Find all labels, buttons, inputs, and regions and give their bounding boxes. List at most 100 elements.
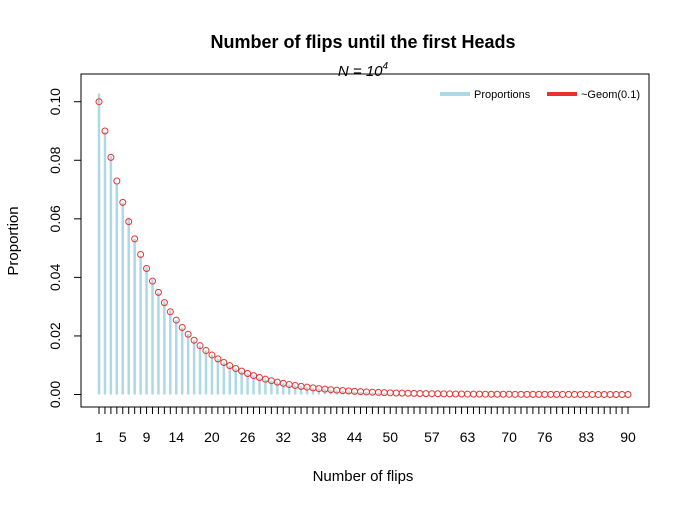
geom-point (452, 390, 460, 398)
geom-point (95, 98, 103, 106)
geom-point (386, 389, 394, 397)
geom-point (125, 218, 133, 226)
y-tick-label: 0.10 (47, 88, 63, 115)
x-tick-label: 5 (119, 429, 127, 445)
geom-point (565, 390, 573, 398)
geom-point (511, 390, 519, 398)
geom-point (535, 390, 543, 398)
geom-point (481, 390, 489, 398)
x-tick-label: 32 (275, 429, 291, 445)
x-tick-label: 50 (382, 429, 398, 445)
geom-point (226, 362, 234, 370)
proportion-bars (97, 93, 392, 395)
geom-point (475, 390, 483, 398)
geom-point (380, 389, 388, 397)
geom-point (416, 390, 424, 398)
geom-point (232, 365, 240, 373)
y-tick-label: 0.00 (47, 381, 63, 408)
geom-point (137, 250, 145, 258)
legend: Proportions ~Geom(0.1) (440, 89, 640, 101)
geom-point (196, 342, 204, 350)
geom-point (434, 390, 442, 398)
x-tick-label: 20 (204, 429, 220, 445)
geom-point (553, 390, 561, 398)
geom-point (487, 390, 495, 398)
geom-point (606, 390, 614, 398)
geom-point (499, 390, 507, 398)
geom-point (458, 390, 466, 398)
x-tick-label: 9 (143, 429, 151, 445)
geom-point (600, 390, 608, 398)
geom-point (505, 390, 513, 398)
x-tick-label: 90 (620, 429, 636, 445)
geom-point (160, 299, 168, 307)
plot-area (80, 73, 650, 408)
geom-point (529, 390, 537, 398)
y-axis: 0.00 0.02 0.04 0.06 0.08 0.10 (47, 88, 82, 408)
x-tick-label: 38 (311, 429, 327, 445)
geom-points (95, 98, 632, 398)
chart-subtitle: N = 104 (338, 61, 389, 80)
geom-point (440, 390, 448, 398)
subtitle-exponent: 4 (383, 61, 389, 72)
geom-point (422, 390, 430, 398)
x-axis: 1 5 9 14 20 26 32 38 44 50 57 63 70 76 83 90 (95, 406, 636, 445)
geom-point (493, 390, 501, 398)
geom-point (208, 351, 216, 359)
geom-point (464, 390, 472, 398)
geom-point (523, 390, 531, 398)
geom-point (220, 358, 228, 366)
geom-point (107, 153, 115, 161)
legend-proportions-label: Proportions (474, 89, 531, 101)
y-tick-label: 0.06 (47, 205, 63, 232)
geom-point (113, 177, 121, 185)
geom-point (131, 235, 139, 243)
y-axis-title: Proportion (5, 206, 22, 275)
y-tick-label: 0.08 (47, 146, 63, 173)
geom-point (446, 390, 454, 398)
geom-point (612, 390, 620, 398)
chart-title: Number of flips until the first Heads (210, 32, 515, 52)
x-tick-label: 70 (501, 429, 517, 445)
geom-point (238, 367, 246, 375)
geom-point (571, 390, 579, 398)
y-tick-label: 0.04 (47, 264, 63, 291)
geom-point (576, 390, 584, 398)
x-tick-label: 14 (168, 429, 184, 445)
x-tick-label: 1 (95, 429, 103, 445)
geom-point (374, 388, 382, 396)
geom-point (244, 369, 252, 377)
geom-point (410, 389, 418, 397)
geom-point (172, 316, 180, 324)
x-tick-label: 83 (579, 429, 595, 445)
x-tick-label: 57 (424, 429, 440, 445)
legend-geom-label: ~Geom(0.1) (581, 89, 640, 101)
geom-point (214, 355, 222, 363)
subtitle-base: N = 10 (338, 63, 383, 80)
geom-point (166, 308, 174, 316)
geom-point (594, 390, 602, 398)
x-tick-label: 26 (240, 429, 256, 445)
geom-point (404, 389, 412, 397)
geom-point (624, 390, 632, 398)
geom-point (184, 330, 192, 338)
y-tick-label: 0.02 (47, 322, 63, 349)
geom-point (588, 390, 596, 398)
geom-point (392, 389, 400, 397)
geom-point (517, 390, 525, 398)
geom-point (547, 390, 555, 398)
x-tick-label: 44 (347, 429, 363, 445)
geom-point (559, 390, 567, 398)
geom-point (202, 347, 210, 355)
x-tick-label: 63 (460, 429, 476, 445)
geom-point (101, 127, 109, 135)
geom-point (148, 277, 156, 285)
geom-point (143, 264, 151, 272)
geom-point (541, 390, 549, 398)
geom-point (119, 198, 127, 206)
geom-point (190, 336, 198, 344)
x-axis-title: Number of flips (313, 468, 414, 485)
geom-point (618, 390, 626, 398)
geom-point (398, 389, 406, 397)
